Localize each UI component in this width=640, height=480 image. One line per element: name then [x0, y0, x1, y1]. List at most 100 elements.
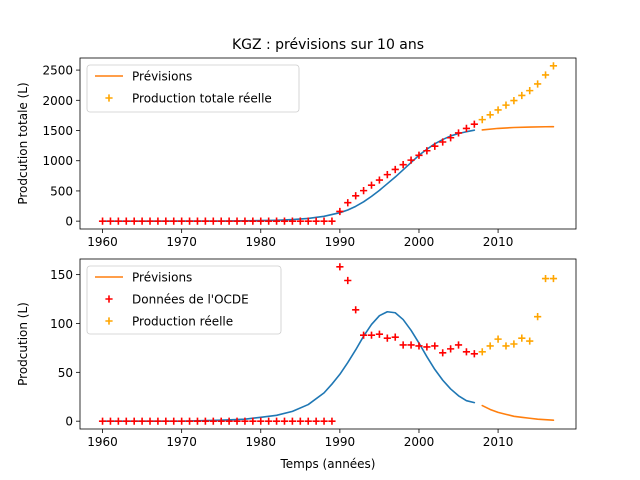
y-tick-label: 1500	[42, 124, 73, 138]
data-point	[241, 217, 249, 225]
data-point	[296, 417, 304, 425]
data-point	[486, 342, 494, 350]
data-point	[439, 349, 447, 357]
data-point	[367, 331, 376, 339]
data-point	[407, 156, 415, 164]
data-point	[510, 340, 518, 348]
data-point	[312, 217, 320, 225]
x-tick-label: 1990	[325, 435, 356, 449]
x-tick-label: 2010	[483, 435, 514, 449]
series-markers	[98, 263, 478, 425]
data-point	[296, 217, 304, 225]
x-tick-label: 1990	[325, 235, 356, 249]
data-point	[185, 217, 194, 225]
data-point	[375, 330, 384, 338]
legend-marker-swatch	[105, 94, 113, 102]
data-point	[344, 199, 352, 207]
data-point	[510, 96, 518, 105]
data-point	[265, 217, 273, 225]
legend-box	[86, 265, 282, 335]
series-markers	[98, 120, 478, 225]
data-point	[265, 417, 273, 425]
data-point	[304, 417, 312, 425]
data-point	[280, 417, 289, 425]
x-tick-label: 2000	[404, 235, 435, 249]
data-point	[415, 342, 423, 350]
data-point	[312, 417, 320, 425]
data-point	[431, 342, 439, 350]
chart-title: KGZ : prévisions sur 10 ans	[232, 37, 424, 53]
y-tick-label: 100	[50, 317, 73, 331]
data-point	[178, 417, 186, 425]
data-point	[98, 417, 107, 425]
series-markers	[478, 62, 558, 124]
data-point	[328, 417, 336, 425]
data-point	[225, 217, 233, 225]
x-tick-label: 1980	[245, 235, 276, 249]
legend-label: Prévisions	[132, 271, 192, 285]
data-point	[320, 217, 328, 225]
data-point	[518, 334, 526, 342]
data-point	[367, 181, 376, 189]
data-point	[462, 124, 471, 132]
data-point	[272, 417, 281, 425]
series-markers	[478, 274, 558, 356]
data-point	[478, 116, 486, 124]
data-point	[122, 217, 130, 225]
data-point	[162, 217, 170, 225]
data-point	[249, 217, 257, 225]
data-point	[114, 417, 122, 425]
data-point	[162, 417, 170, 425]
data-point	[423, 147, 431, 155]
data-point	[217, 417, 225, 425]
x-tick-label: 1960	[87, 235, 118, 249]
data-point	[383, 334, 391, 342]
data-point	[375, 176, 384, 184]
data-point	[130, 417, 138, 425]
data-point	[201, 217, 209, 225]
data-point	[328, 217, 336, 225]
x-tick-label: 1970	[166, 435, 197, 449]
legend-box	[86, 64, 300, 113]
legend-label: Production réelle	[132, 315, 233, 329]
data-point	[391, 165, 399, 174]
legend-marker-swatch	[105, 295, 113, 303]
data-point	[217, 217, 225, 225]
data-point	[344, 276, 352, 285]
data-point	[407, 341, 415, 349]
x-tick-label: 1970	[166, 235, 197, 249]
series-line	[481, 404, 555, 422]
x-tick-label: 2000	[404, 435, 435, 449]
y-axis-label: Prodcution totale (L)	[16, 82, 30, 204]
data-point	[447, 134, 455, 142]
data-point	[288, 217, 297, 225]
data-point	[399, 341, 407, 349]
data-point	[447, 345, 455, 353]
data-point	[502, 342, 510, 350]
data-point	[534, 80, 542, 88]
data-point	[518, 91, 526, 100]
data-point	[336, 207, 344, 216]
legend-marker-swatch	[105, 317, 113, 325]
data-point	[146, 217, 154, 225]
legend: Prévisions Données de l'OCDE Production ré…	[86, 265, 282, 335]
data-point	[494, 335, 502, 343]
data-point	[391, 333, 399, 341]
data-point	[257, 217, 265, 225]
data-point	[225, 417, 233, 425]
data-point	[241, 417, 249, 425]
data-point	[304, 217, 312, 225]
data-point	[98, 217, 107, 225]
data-point	[439, 138, 447, 146]
data-point	[494, 106, 502, 114]
data-point	[462, 348, 471, 356]
data-point	[257, 417, 265, 425]
x-axis-label: Temps (années)	[280, 457, 376, 471]
bottom-panel: 1960 1970 1980 1990 2000 2010 0 50 100 150 Prodcut…	[16, 258, 577, 449]
data-point	[193, 217, 202, 225]
data-point	[470, 350, 478, 358]
data-point	[336, 263, 344, 271]
x-tick-label: 2010	[483, 235, 514, 249]
data-point	[470, 120, 478, 128]
